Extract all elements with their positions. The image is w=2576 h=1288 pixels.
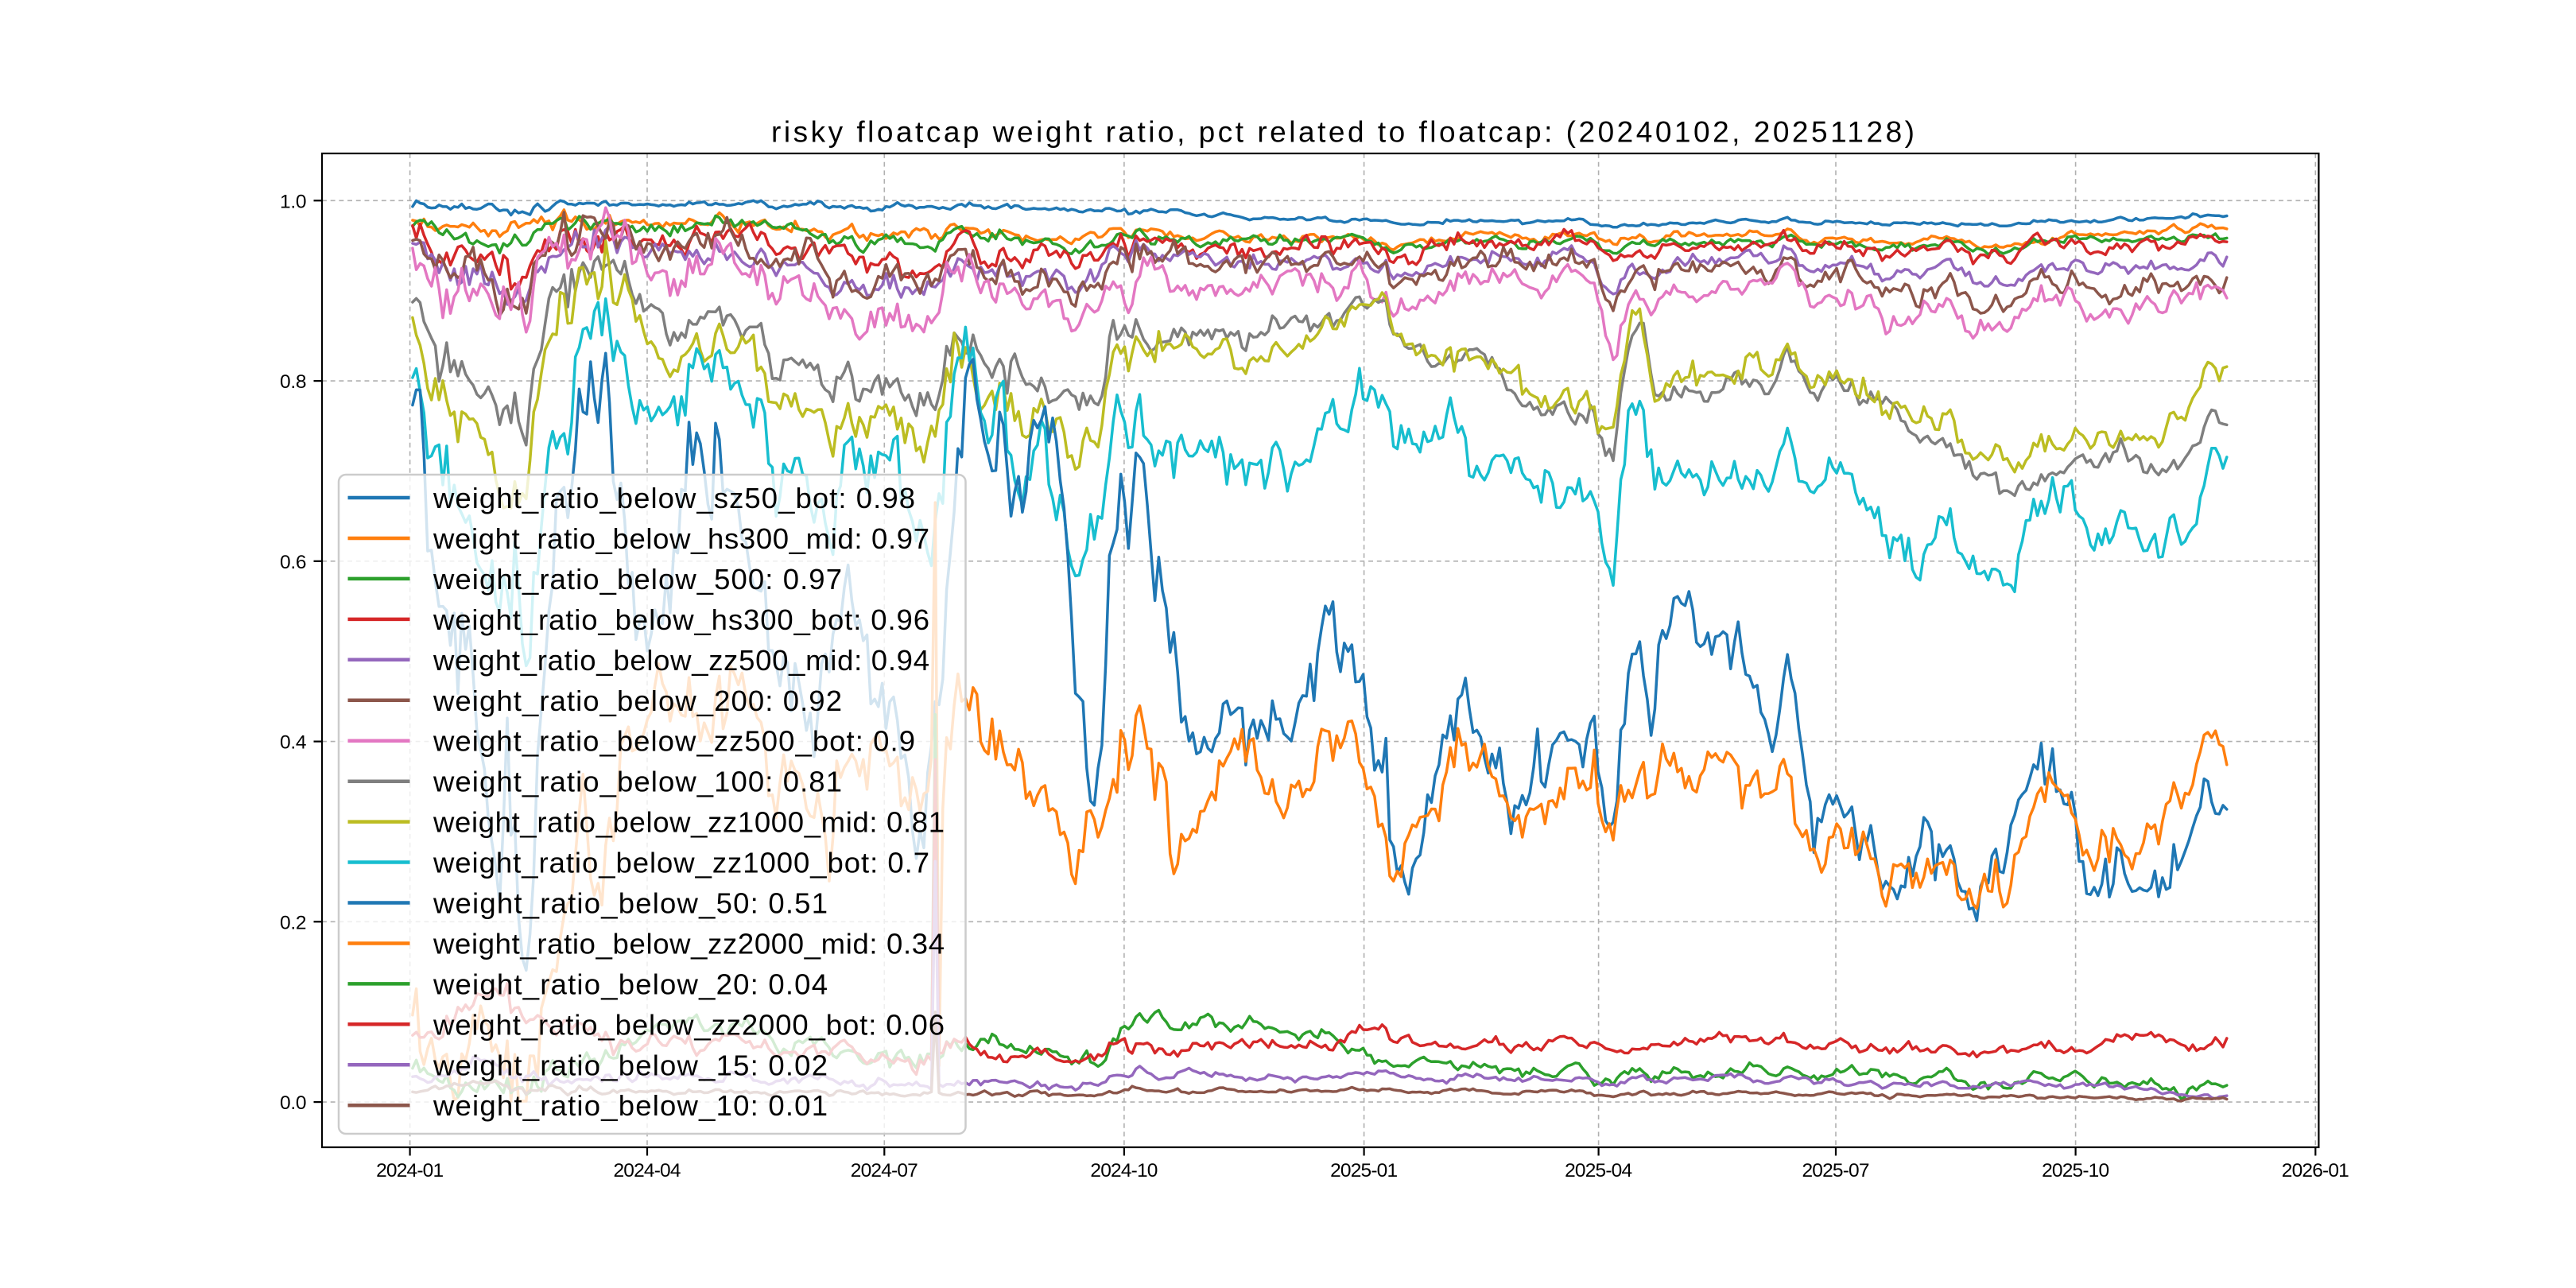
svg-text:0.8: 0.8	[280, 371, 307, 393]
svg-text:2024-07: 2024-07	[851, 1160, 918, 1181]
svg-text:2026-01: 2026-01	[2282, 1160, 2349, 1181]
svg-text:weight_ratio_below_zz1000_mid:: weight_ratio_below_zz1000_mid: 0.81	[433, 806, 945, 839]
svg-text:2024-10: 2024-10	[1090, 1160, 1158, 1181]
svg-text:2025-07: 2025-07	[1802, 1160, 1870, 1181]
svg-text:0.0: 0.0	[280, 1092, 307, 1114]
svg-text:0.2: 0.2	[280, 912, 307, 933]
svg-text:weight_ratio_below_10: 0.01: weight_ratio_below_10: 0.01	[433, 1089, 828, 1122]
svg-text:weight_ratio_below_15: 0.02: weight_ratio_below_15: 0.02	[433, 1049, 828, 1081]
svg-text:0.4: 0.4	[280, 732, 307, 754]
svg-text:weight_ratio_below_200: 0.92: weight_ratio_below_200: 0.92	[433, 685, 842, 717]
svg-text:weight_ratio_below_zz500_bot:: weight_ratio_below_zz500_bot: 0.9	[433, 725, 915, 758]
svg-text:weight_ratio_below_zz500_mid:: weight_ratio_below_zz500_mid: 0.94	[433, 644, 929, 677]
svg-text:2025-10: 2025-10	[2042, 1160, 2109, 1181]
svg-text:weight_ratio_below_sz50_bot: 0: weight_ratio_below_sz50_bot: 0.98	[433, 482, 915, 514]
svg-text:2025-04: 2025-04	[1565, 1160, 1632, 1181]
svg-text:weight_ratio_below_50: 0.51: weight_ratio_below_50: 0.51	[433, 887, 828, 920]
svg-text:1.0: 1.0	[280, 191, 307, 212]
svg-text:weight_ratio_below_zz1000_bot:: weight_ratio_below_zz1000_bot: 0.7	[433, 847, 929, 879]
svg-text:weight_ratio_below_hs300_bot:: weight_ratio_below_hs300_bot: 0.96	[433, 603, 929, 636]
svg-text:0.6: 0.6	[280, 552, 307, 573]
svg-text:2024-04: 2024-04	[614, 1160, 681, 1181]
svg-text:2025-01: 2025-01	[1330, 1160, 1398, 1181]
svg-text:weight_ratio_below_500: 0.97: weight_ratio_below_500: 0.97	[433, 563, 842, 596]
svg-text:weight_ratio_below_20: 0.04: weight_ratio_below_20: 0.04	[433, 968, 828, 1000]
svg-text:weight_ratio_below_zz2000_bot:: weight_ratio_below_zz2000_bot: 0.06	[433, 1008, 945, 1041]
svg-text:weight_ratio_below_hs300_mid:: weight_ratio_below_hs300_mid: 0.97	[433, 522, 929, 555]
svg-text:weight_ratio_below_zz2000_mid:: weight_ratio_below_zz2000_mid: 0.34	[433, 928, 945, 960]
svg-text:2024-01: 2024-01	[376, 1160, 444, 1181]
svg-text:weight_ratio_below_100: 0.81: weight_ratio_below_100: 0.81	[433, 766, 842, 798]
